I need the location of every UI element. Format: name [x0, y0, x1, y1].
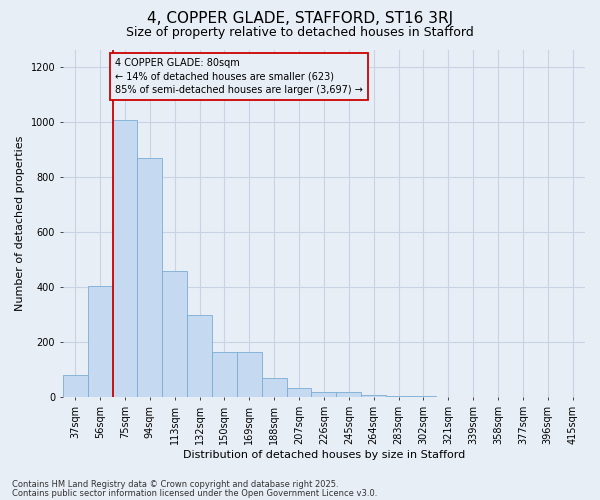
Bar	[88, 286, 113, 398]
X-axis label: Distribution of detached houses by size in Stafford: Distribution of detached houses by size …	[183, 450, 465, 460]
Text: Size of property relative to detached houses in Stafford: Size of property relative to detached ho…	[126, 26, 474, 39]
Bar	[187, 314, 212, 398]
Bar	[386, 396, 411, 398]
Bar	[63, 376, 88, 398]
Bar	[411, 396, 436, 398]
Text: Contains HM Land Registry data © Crown copyright and database right 2025.: Contains HM Land Registry data © Crown c…	[12, 480, 338, 489]
Bar	[237, 352, 262, 398]
Text: Contains public sector information licensed under the Open Government Licence v3: Contains public sector information licen…	[12, 488, 377, 498]
Text: 4, COPPER GLADE, STAFFORD, ST16 3RJ: 4, COPPER GLADE, STAFFORD, ST16 3RJ	[147, 11, 453, 26]
Bar	[137, 158, 162, 398]
Y-axis label: Number of detached properties: Number of detached properties	[15, 136, 25, 312]
Bar	[212, 352, 237, 398]
Bar	[436, 397, 461, 398]
Bar	[113, 120, 137, 398]
Bar	[560, 397, 585, 398]
Bar	[311, 392, 337, 398]
Bar	[485, 397, 511, 398]
Bar	[162, 270, 187, 398]
Bar	[287, 388, 311, 398]
Bar	[262, 378, 287, 398]
Bar	[361, 394, 386, 398]
Text: 4 COPPER GLADE: 80sqm
← 14% of detached houses are smaller (623)
85% of semi-det: 4 COPPER GLADE: 80sqm ← 14% of detached …	[115, 58, 363, 94]
Bar	[337, 392, 361, 398]
Bar	[461, 397, 485, 398]
